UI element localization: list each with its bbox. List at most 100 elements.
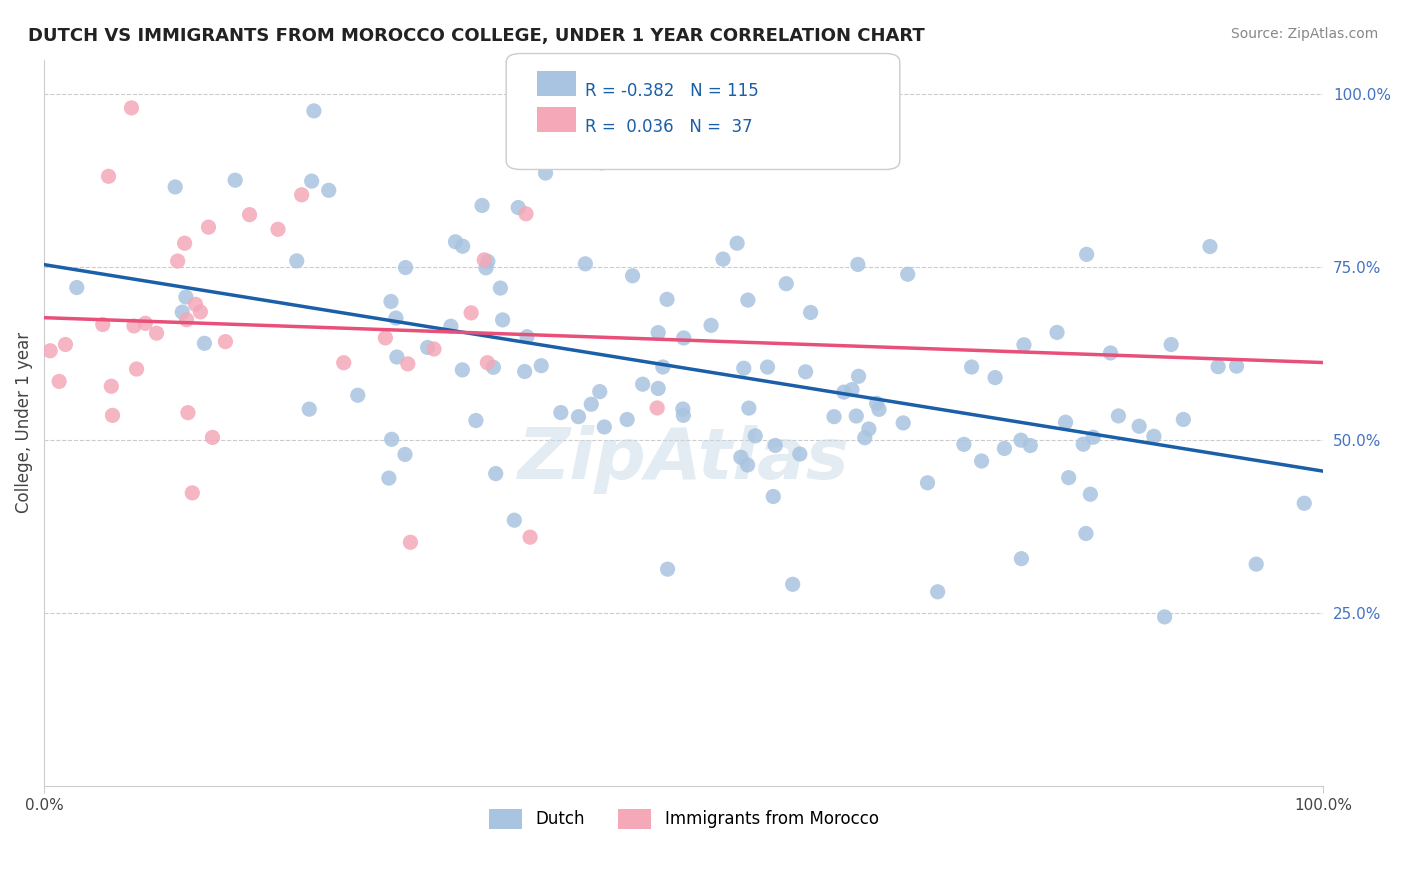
Point [416, 341, 439, 355]
Point [1160, 337, 1182, 351]
Point [396, 357, 419, 371]
Point [782, 577, 804, 591]
Point [513, 365, 536, 379]
Point [1071, 437, 1094, 451]
Point [394, 447, 416, 461]
Point [1054, 415, 1077, 429]
Point [482, 360, 505, 375]
Point [858, 422, 880, 436]
Point [651, 359, 673, 374]
Point [181, 486, 204, 500]
Point [848, 369, 870, 384]
Point [725, 236, 748, 251]
Point [1010, 433, 1032, 447]
Point [516, 329, 538, 343]
Point [530, 359, 553, 373]
Point [591, 156, 613, 170]
Point [451, 363, 474, 377]
Point [477, 356, 499, 370]
Point [172, 305, 194, 319]
Point [66, 280, 89, 294]
Text: Source: ZipAtlas.com: Source: ZipAtlas.com [1230, 27, 1378, 41]
Point [472, 252, 495, 267]
Point [471, 198, 494, 212]
Point [134, 316, 156, 330]
Point [647, 381, 669, 395]
Point [917, 475, 939, 490]
Point [1078, 487, 1101, 501]
Point [125, 362, 148, 376]
Point [285, 253, 308, 268]
Point [853, 431, 876, 445]
Point [477, 254, 499, 268]
Point [173, 236, 195, 251]
Point [672, 409, 695, 423]
Point [394, 260, 416, 275]
Point [55, 337, 77, 351]
Point [298, 402, 321, 417]
Point [953, 437, 976, 451]
Point [616, 412, 638, 426]
Point [1012, 337, 1035, 351]
Point [267, 222, 290, 236]
Point [1244, 557, 1267, 571]
Point [756, 360, 779, 375]
Point [730, 450, 752, 465]
Point [101, 409, 124, 423]
Point [174, 290, 197, 304]
Point [120, 101, 142, 115]
Point [589, 384, 612, 399]
Point [1019, 438, 1042, 452]
Point [475, 260, 498, 275]
Point [184, 297, 207, 311]
Point [738, 401, 761, 415]
Point [647, 326, 669, 340]
Point [534, 166, 557, 180]
Point [800, 305, 823, 319]
Point [574, 257, 596, 271]
Point [1128, 419, 1150, 434]
Point [789, 447, 811, 461]
Point [378, 471, 401, 485]
Point [100, 379, 122, 393]
Point [381, 432, 404, 446]
Text: DUTCH VS IMMIGRANTS FROM MOROCCO COLLEGE, UNDER 1 YEAR CORRELATION CHART: DUTCH VS IMMIGRANTS FROM MOROCCO COLLEGE… [28, 27, 925, 45]
Point [238, 208, 260, 222]
Point [460, 306, 482, 320]
Point [984, 370, 1007, 384]
Point [440, 319, 463, 334]
Point [318, 183, 340, 197]
Point [39, 343, 62, 358]
Point [515, 207, 537, 221]
Point [1173, 412, 1195, 426]
Point [672, 331, 695, 345]
Legend: Dutch, Immigrants from Morocco: Dutch, Immigrants from Morocco [482, 802, 886, 836]
Point [960, 359, 983, 374]
Point [645, 401, 668, 415]
Point [733, 361, 755, 376]
Point [841, 383, 863, 397]
Point [581, 397, 603, 411]
Point [491, 313, 513, 327]
Point [451, 239, 474, 253]
Point [737, 293, 759, 307]
Point [332, 356, 354, 370]
Point [444, 235, 467, 249]
Point [567, 409, 589, 424]
Y-axis label: College, Under 1 year: College, Under 1 year [15, 332, 32, 513]
Point [346, 388, 368, 402]
Point [927, 584, 949, 599]
Point [302, 103, 325, 118]
Point [1294, 496, 1316, 510]
Point [1099, 346, 1122, 360]
Point [464, 413, 486, 427]
Point [897, 267, 920, 281]
Point [970, 454, 993, 468]
Point [631, 377, 654, 392]
Point [291, 187, 314, 202]
Point [845, 409, 868, 423]
Point [374, 331, 396, 345]
Point [1046, 326, 1069, 340]
Point [190, 305, 212, 319]
Point [503, 513, 526, 527]
